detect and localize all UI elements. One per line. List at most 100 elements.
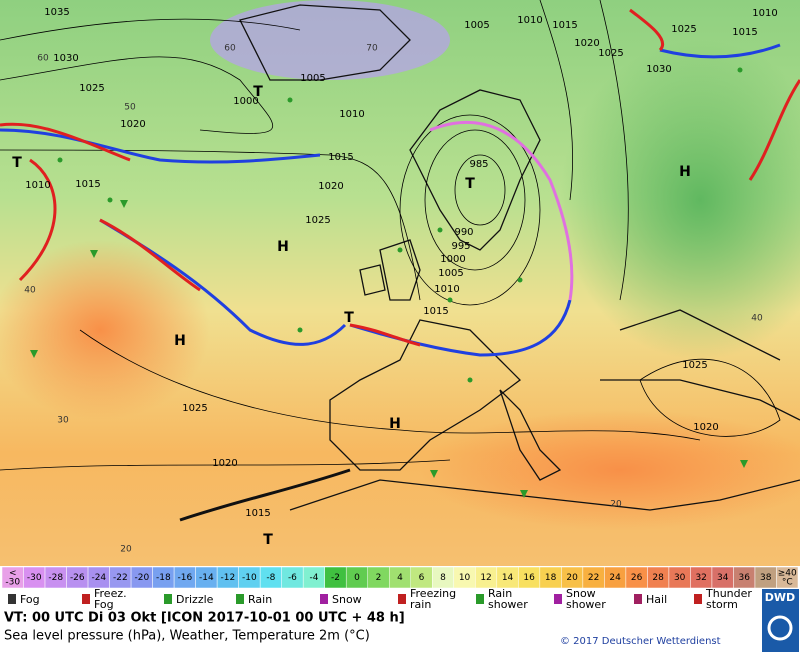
scale-label: 10: [459, 573, 471, 583]
legend-label: Freez.: [94, 587, 127, 600]
isobar-label: 1010: [25, 180, 50, 191]
legend-label: shower: [566, 598, 606, 611]
isobar-label: 1005: [438, 268, 463, 279]
legend-label: Snow: [566, 587, 596, 600]
legend-label: Freezing: [410, 587, 456, 600]
legend-symbol: [476, 594, 484, 604]
description: Sea level pressure (hPa), Weather, Tempe…: [4, 629, 370, 644]
scale-label: -20: [134, 573, 149, 583]
isobar-label: 1025: [682, 360, 707, 371]
pressure-center: H: [277, 239, 289, 255]
isobar-label: 1030: [646, 64, 671, 75]
legend-symbol: [320, 594, 328, 604]
legend-label: Drizzle: [176, 593, 214, 606]
pressure-center: T: [12, 155, 22, 171]
scale-label: -16: [178, 573, 193, 583]
legend-symbol: [82, 594, 90, 604]
isobar-label: 1020: [693, 422, 718, 433]
isobar-label: 1020: [574, 38, 599, 49]
scale-label: -14: [199, 573, 214, 583]
legend-symbol: [236, 594, 244, 604]
scale-label: -22: [113, 573, 128, 583]
scale-label: 8: [440, 573, 446, 583]
temperature-label: 50: [124, 103, 136, 113]
isobar-label: 1015: [75, 179, 100, 190]
fronts: [0, 8, 800, 522]
scale-label: 2: [376, 573, 382, 583]
scale-label: 36: [738, 573, 750, 583]
isobar-label: 1025: [79, 83, 104, 94]
scale-label: 20: [566, 573, 578, 583]
isobar-label: 1000: [440, 254, 465, 265]
weather-symbols: [30, 67, 748, 498]
legend-label: Thunder: [705, 587, 752, 600]
isobar-label: 1015: [732, 27, 757, 38]
scale-label: 4: [397, 573, 403, 583]
scale-label: 26: [631, 573, 643, 583]
legend-label: shower: [488, 598, 528, 611]
legend-symbol: [398, 594, 406, 604]
color-scale: <-30 -30 -28 -26 -24 -22 -20 -18 -16 -14 -12 -10 -8-…: [1, 566, 799, 589]
isobar-label: 1025: [598, 48, 623, 59]
scale-label: 14: [502, 573, 514, 583]
scale-label: 18: [545, 573, 557, 583]
scale-label: °C: [782, 578, 793, 588]
scale-label: -4: [309, 573, 318, 583]
temperature-label: 20: [610, 500, 622, 510]
scale-label: 38: [760, 573, 772, 583]
temperature-label: 60: [37, 54, 49, 64]
scale-label: -10: [242, 573, 257, 583]
map-labels: 1035103010251020101510101000100510101005…: [12, 7, 778, 555]
isobar-label: 1020: [212, 458, 237, 469]
logo-text: DWD: [765, 591, 795, 604]
map: [0, 0, 800, 566]
scale-label: -18: [156, 573, 171, 583]
legend-label: Rain: [488, 587, 512, 600]
temperature-label: 20: [120, 545, 132, 555]
footer: VT: 00 UTC Di 03 Okt [ICON 2017-10-01 00…: [4, 589, 799, 652]
temperature-field: [210, 0, 450, 80]
isobar-label: 1010: [339, 109, 364, 120]
pressure-center: T: [253, 84, 263, 100]
legend-symbol: [554, 594, 562, 604]
scale-cell: [776, 566, 799, 589]
pressure-center: T: [344, 310, 354, 326]
isobar-label: 1030: [53, 53, 78, 64]
isobar-label: 985: [469, 159, 488, 170]
legend-label: Fog: [94, 598, 114, 611]
scale-label: 16: [523, 573, 535, 583]
legend-symbol: [8, 594, 16, 604]
scale-label: -12: [221, 573, 236, 583]
legend-label: Snow: [332, 593, 362, 606]
isobar-label: 1025: [671, 24, 696, 35]
isobar-label: 1015: [423, 306, 448, 317]
weather-legend: Fog Freez.Fog Drizzle Rain Snow FreezingrainR…: [8, 587, 752, 611]
scale-label: 22: [588, 573, 599, 583]
scale-label: 12: [480, 573, 491, 583]
legend-symbol: [694, 594, 702, 604]
isobar-label: 1010: [517, 15, 542, 26]
isobar-label: 1015: [328, 152, 353, 163]
copyright: © 2017 Deutscher Wetterdienst: [560, 636, 721, 647]
legend-label: rain: [410, 598, 431, 611]
scale-label: 32: [695, 573, 706, 583]
temperature-field: [420, 410, 800, 530]
pressure-center: T: [263, 532, 273, 548]
scale-label: -30: [27, 573, 42, 583]
temperature-label: 30: [57, 416, 69, 426]
isobar-label: 1035: [44, 7, 69, 18]
pressure-center: H: [174, 333, 186, 349]
isobar-label: 1010: [752, 8, 777, 19]
scale-label: -6: [288, 573, 297, 583]
temperature-label: 40: [751, 314, 763, 324]
scale-label: -30: [5, 578, 20, 588]
legend-symbol: [634, 594, 642, 604]
isobars: [0, 0, 781, 471]
scale-label: -2: [331, 573, 340, 583]
scale-label: -28: [48, 573, 63, 583]
scale-label: 30: [674, 573, 686, 583]
isobar-label: 1015: [245, 508, 270, 519]
isobar-label: 1005: [464, 20, 489, 31]
logo-swirl: [767, 615, 793, 641]
isobar-label: 1025: [182, 403, 207, 414]
